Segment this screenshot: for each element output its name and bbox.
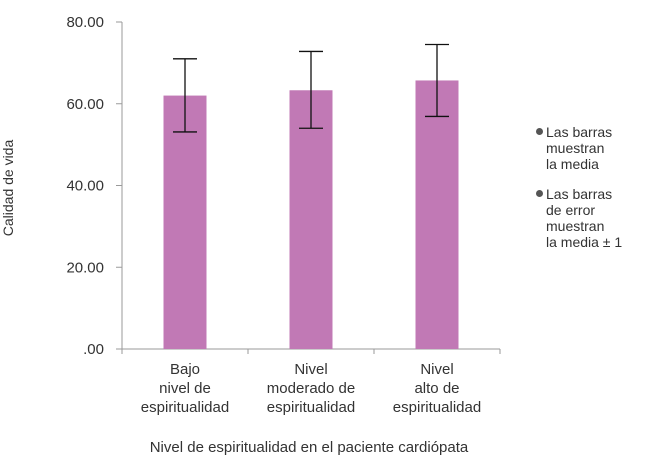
bullet-icon [536, 190, 543, 197]
x-axis [121, 348, 501, 354]
y-tick-label: 80.00 [66, 14, 104, 31]
bar [415, 80, 459, 350]
error-bar [173, 58, 197, 133]
bar [289, 90, 333, 349]
legend-item-error: Las barras de error muestran la media ± … [536, 186, 650, 250]
y-tick-label: 60.00 [66, 96, 104, 113]
category-label: Nivel moderado de espiritualidad [267, 361, 355, 416]
bars [163, 80, 459, 350]
bullet-icon [536, 128, 543, 135]
error-bar [299, 50, 323, 129]
y-tick-label: 40.00 [66, 178, 104, 195]
error-bar [425, 43, 449, 118]
y-tick-label: .00 [83, 341, 104, 358]
legend: Las barras muestran la media Las barras … [536, 124, 650, 264]
legend-text: Las barras de error muestran la media ± … [546, 186, 623, 250]
y-axis-label: Calidad de vida [0, 140, 16, 237]
legend-item-mean: Las barras muestran la media [536, 124, 650, 172]
category-label: Nivel alto de espiritualidad [393, 361, 481, 416]
category-label: Bajo nivel de espiritualidad [141, 361, 229, 416]
x-axis-label: Nivel de espiritualidad en el paciente c… [150, 439, 469, 456]
bar [163, 95, 207, 349]
y-axis: .00 20.00 40.00 60.00 80.00 [66, 14, 123, 358]
category-labels: Bajo nivel de espiritualidad Nivel moderado … [141, 361, 481, 416]
error-bars [173, 43, 449, 133]
legend-text: Las barras muestran la media [546, 124, 613, 172]
y-tick-label: 20.00 [66, 259, 104, 276]
